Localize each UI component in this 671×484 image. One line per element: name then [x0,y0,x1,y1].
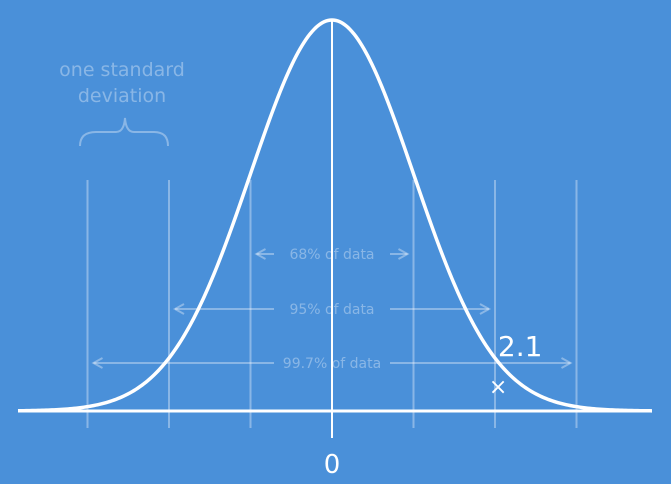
range-arrow-head [398,248,410,260]
range-arrow-head [172,303,185,315]
point-marker: × [489,375,507,400]
point-value-label: 2.1 [498,330,543,363]
center-label: 0 [324,450,341,480]
range-arrow-head [91,357,103,369]
bell-curve [17,18,653,413]
range-arrow-head [254,248,266,260]
annotation-line-2: deviation [78,85,166,107]
sigma-lines [86,180,578,428]
annotation-line-1: one standard [59,59,185,81]
range-arrow-head [479,303,492,315]
range-arrow-head [561,357,573,369]
std-deviation-brace [79,117,169,147]
